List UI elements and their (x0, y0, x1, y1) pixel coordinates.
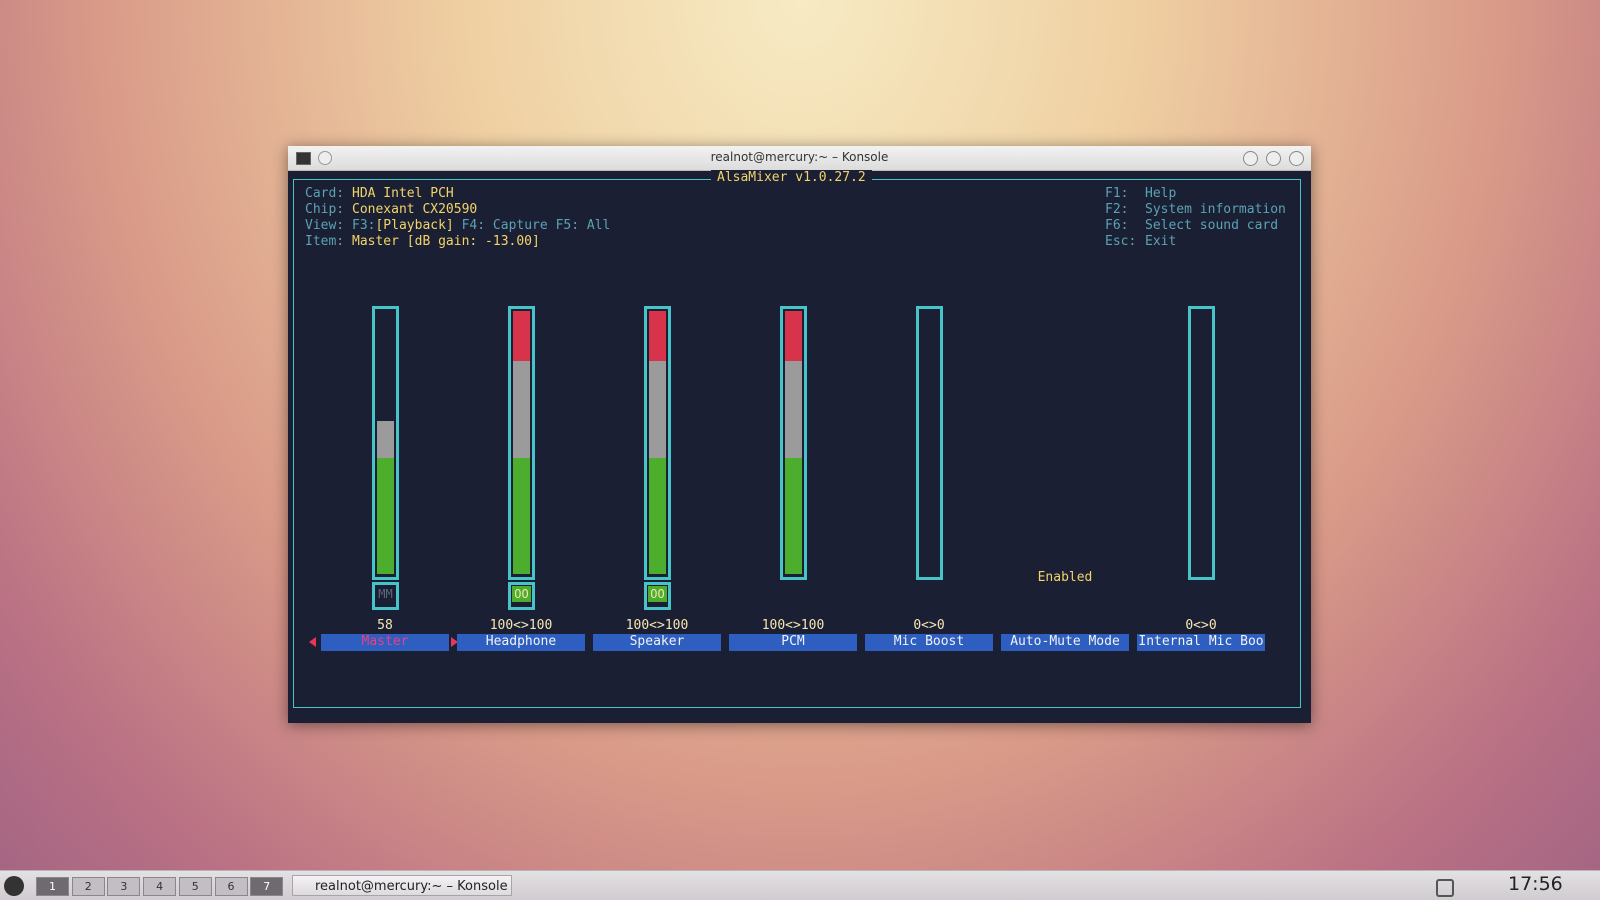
desktop-button[interactable]: 3 (107, 877, 141, 896)
volume-bar-frame (372, 306, 399, 580)
volume-fill (785, 311, 802, 361)
key-action: System information (1145, 202, 1286, 217)
volume-fill (649, 360, 666, 459)
window-title: realnot@mercury:~ – Konsole (710, 150, 889, 164)
key-action: Select sound card (1145, 218, 1279, 233)
tray (1436, 879, 1454, 897)
mute-state[interactable]: OO (512, 586, 531, 602)
desktop-button[interactable]: 2 (71, 877, 105, 896)
desktop-button[interactable]: 7 (250, 877, 284, 896)
control-name[interactable]: Master (321, 634, 449, 651)
view-option[interactable]: F3: (352, 218, 376, 233)
desktop-button[interactable]: 1 (36, 877, 69, 896)
mute-state[interactable]: OO (648, 586, 667, 602)
key-name: F6: (1105, 218, 1129, 233)
volume-fill (513, 458, 530, 574)
control-name[interactable]: Internal Mic Boo (1137, 634, 1265, 651)
control-name[interactable]: Mic Boost (865, 634, 993, 651)
info-value: HDA Intel PCH (352, 186, 454, 201)
info-value: Conexant CX20590 (352, 202, 478, 217)
volume-value: 100<>100 (625, 618, 689, 633)
switch-status: Enabled (1037, 570, 1093, 585)
maximize-button[interactable] (1266, 151, 1281, 166)
close-button[interactable] (1289, 151, 1304, 166)
desktop-button[interactable]: 5 (178, 877, 212, 896)
clock: 17:56 (1508, 873, 1563, 895)
mute-state[interactable]: MM (378, 587, 393, 601)
launcher[interactable] (4, 876, 24, 896)
selection-arrow (451, 637, 458, 647)
volume-fill (377, 458, 394, 574)
view-option[interactable]: [Playback] (375, 218, 454, 233)
volume-value: 100<>100 (761, 618, 825, 633)
volume-bar-frame (1188, 306, 1215, 580)
volume-value: 100<>100 (489, 618, 553, 633)
info-value: Master [dB gain: -13.00] (352, 234, 540, 249)
volume-fill (513, 360, 530, 459)
volume-fill (785, 360, 802, 459)
window: realnot@mercury:~ – Konsole AlsaMixer v1… (288, 146, 1311, 723)
app-icon (296, 152, 311, 165)
volume-value: 0<>0 (1185, 618, 1217, 633)
key-name: F1: (1105, 186, 1129, 201)
taskbar: 17:56 1 2 3 4 5 6 7 realnot@mercury:~ – Konsole (0, 870, 1600, 900)
volume-bar-frame (508, 306, 535, 580)
mute-frame (644, 582, 671, 610)
titlebar: realnot@mercury:~ – Konsole (288, 146, 1311, 171)
desktop-button[interactable]: 4 (143, 877, 177, 896)
info-label: Item: (305, 234, 345, 249)
info-label: View: (305, 218, 345, 233)
control-name[interactable]: Speaker (593, 634, 721, 651)
key-action: Exit (1145, 234, 1177, 249)
task-button[interactable]: realnot@mercury:~ – Konsole (292, 875, 512, 896)
key-action: Help (1145, 186, 1177, 201)
mute-frame (508, 582, 535, 610)
volume-fill (649, 311, 666, 361)
mute-frame (372, 582, 399, 610)
selection-arrow (309, 637, 316, 647)
control-name[interactable]: Headphone (457, 634, 585, 651)
control-name[interactable]: Auto-Mute Mode (1001, 634, 1129, 651)
key-name: Esc: (1105, 234, 1137, 249)
info-label: Card: (305, 186, 345, 201)
volume-fill (513, 311, 530, 361)
view-option[interactable]: F5: All (555, 218, 611, 233)
volume-bar-frame (780, 306, 807, 580)
volume-value: 58 (377, 618, 393, 633)
control-name[interactable]: PCM (729, 634, 857, 651)
volume-bar-frame (644, 306, 671, 580)
minimize-button[interactable] (1243, 151, 1258, 166)
volume-fill (649, 458, 666, 574)
volume-bar-frame (916, 306, 943, 580)
mixer-title: AlsaMixer v1.0.27.2 (711, 170, 872, 186)
pin-button[interactable] (318, 151, 332, 165)
view-option[interactable]: F4: Capture (461, 218, 548, 233)
key-name: F2: (1105, 202, 1129, 217)
info-label: Chip: (305, 202, 345, 217)
volume-fill (377, 421, 394, 459)
volume-value: 0<>0 (913, 618, 945, 633)
volume-fill (785, 458, 802, 574)
desktop-button[interactable]: 6 (214, 877, 248, 896)
